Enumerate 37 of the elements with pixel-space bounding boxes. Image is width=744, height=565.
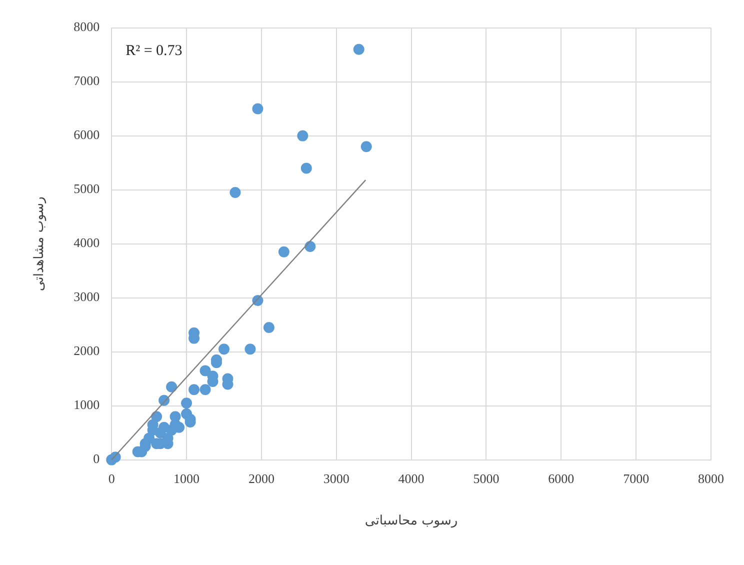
y-tick-label: 3000 [74,289,100,304]
y-tick-label: 4000 [74,235,100,250]
x-tick-label: 8000 [698,471,724,486]
point [200,365,211,376]
point [230,187,241,198]
point [188,384,200,396]
point [218,344,230,355]
x-tick-label: 1000 [174,471,200,486]
point [252,103,264,114]
y-axis-title: رسوب مشاهداتی [32,196,48,292]
y-tick-label: 5000 [74,181,100,196]
point [200,384,211,396]
y-tick-label: 7000 [74,73,100,88]
annotation: R² = 0.73 [126,43,182,60]
point [244,344,256,355]
y-tick-label: 0 [93,451,100,466]
y-tick-label: 2000 [74,343,100,358]
y-tick-label: 8000 [74,19,100,34]
point [360,141,372,152]
point [166,381,178,392]
point [181,398,192,409]
x-tick-label: 2000 [248,471,274,486]
y-tick-label: 6000 [74,127,100,142]
point [297,130,308,142]
point [263,322,274,333]
x-tick-label: 3000 [323,471,350,486]
x-tick-label: 6000 [548,471,574,486]
x-tick-label: 0 [108,471,115,486]
point [158,422,170,433]
x-tick-label: 5000 [473,471,500,486]
x-tick-label: 4000 [398,471,424,486]
point [353,44,364,55]
x-axis-title: رسوب محاسباتی [364,514,458,529]
point [300,162,312,174]
y-tick-label: 1000 [74,397,100,412]
point [278,246,290,258]
x-tick-label: 7000 [623,471,650,486]
